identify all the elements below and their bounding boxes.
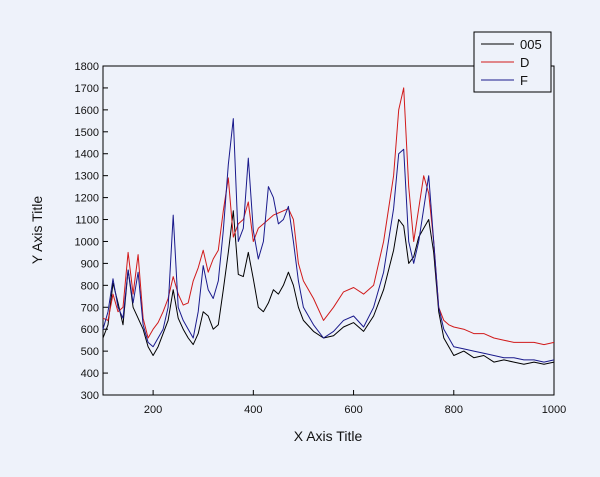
legend-label: 005 xyxy=(520,37,542,52)
legend-label: F xyxy=(520,73,528,88)
y-tick-label: 1200 xyxy=(75,193,99,205)
y-tick-label: 1700 xyxy=(75,83,99,95)
y-tick-label: 400 xyxy=(81,368,99,380)
series-line-f xyxy=(102,118,555,363)
legend: 005 DF xyxy=(473,31,552,93)
x-axis-title: X Axis Title xyxy=(294,428,363,444)
y-tick-label: 1000 xyxy=(75,236,99,248)
y-axis: 300 400 500 600 700 800 900 1000 1100 1200 1300 140… xyxy=(75,61,108,402)
y-tick-label: 1800 xyxy=(75,61,99,73)
y-tick-label: 1600 xyxy=(75,105,99,117)
y-tick-label: 900 xyxy=(81,258,99,270)
series-line-005 xyxy=(102,210,555,365)
y-tick-label: 1300 xyxy=(75,171,99,183)
x-tick-label: 1000 xyxy=(542,404,566,416)
x-tick-label: 400 xyxy=(244,404,262,416)
x-tick-label: 200 xyxy=(144,404,162,416)
x-tick-label: 800 xyxy=(445,404,463,416)
series-layer xyxy=(102,87,555,365)
y-tick-label: 1400 xyxy=(75,149,99,161)
y-tick-label: 600 xyxy=(81,324,99,336)
y-tick-label: 500 xyxy=(81,346,99,358)
y-tick-label: 1100 xyxy=(75,215,99,227)
legend-label: D xyxy=(520,55,529,70)
series-line-d xyxy=(102,87,555,346)
y-tick-label: 1500 xyxy=(75,127,99,139)
y-tick-label: 300 xyxy=(81,390,99,402)
x-tick-label: 600 xyxy=(344,404,362,416)
y-tick-label: 700 xyxy=(81,302,99,314)
x-axis: 200 400 600 800 1000 xyxy=(144,390,566,416)
y-tick-label: 800 xyxy=(81,280,99,292)
y-axis-title: Y Axis Title xyxy=(29,196,45,264)
plot-frame xyxy=(102,65,555,396)
